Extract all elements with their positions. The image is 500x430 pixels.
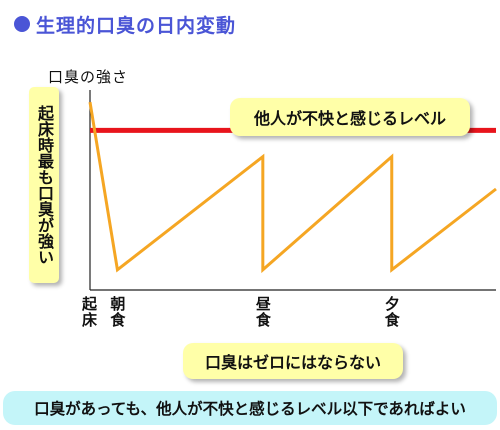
y-axis-label: 口臭の強さ	[48, 68, 129, 86]
series-line-0	[88, 101, 497, 274]
title-bullet-icon	[14, 16, 30, 32]
wake-annotation: 起床時最も口臭が強い	[29, 87, 59, 283]
chart-title: 生理的口臭の日内変動	[14, 10, 236, 38]
summary-banner: 口臭があっても、他人が不快と感じるレベル以下であればよい	[3, 391, 497, 425]
x-tick-label: 夕食	[382, 296, 401, 328]
threshold-annotation: 他人が不快と感じるレベル	[230, 98, 470, 136]
x-tick-label: 昼食	[253, 296, 272, 328]
zero-annotation: 口臭はゼロにはならない	[183, 343, 403, 379]
x-tick-label: 起床	[80, 296, 98, 328]
x-tick-label: 朝食	[108, 296, 127, 328]
chart-title-text: 生理的口臭の日内変動	[36, 14, 237, 37]
